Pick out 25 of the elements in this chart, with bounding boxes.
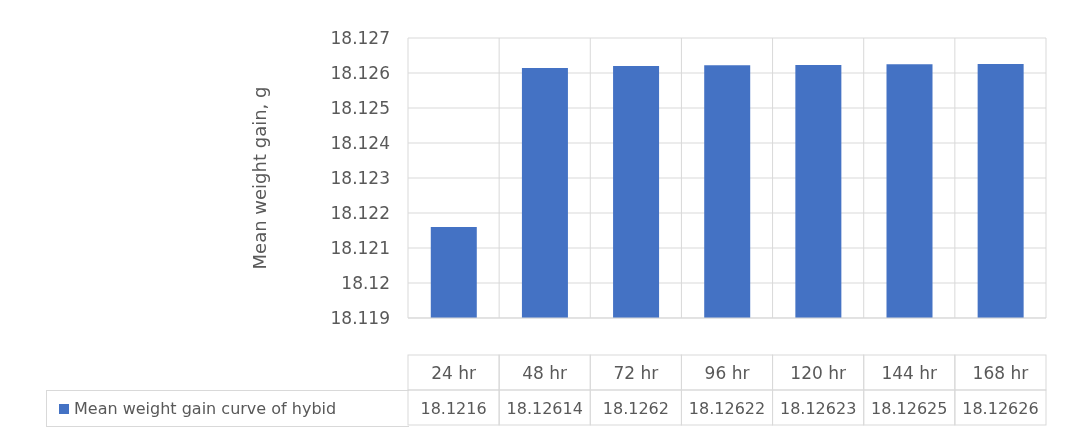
x-tick-label: 144 hr — [881, 363, 938, 383]
data-label: 18.1262 — [602, 399, 669, 418]
x-tick-label: 96 hr — [704, 363, 750, 383]
y-tick-label: 18.119 — [330, 308, 390, 329]
x-tick-label: 48 hr — [522, 363, 568, 383]
data-label: 18.1216 — [420, 399, 487, 418]
legend-label: Mean weight gain curve of hybid — [74, 399, 337, 418]
x-tick-label: 24 hr — [431, 363, 476, 383]
y-tick-label: 18.12 — [341, 273, 390, 294]
y-tick-label: 18.125 — [330, 98, 390, 119]
y-tick-label: 18.127 — [330, 28, 390, 49]
y-tick-label: 18.124 — [330, 133, 390, 154]
data-label: 18.12625 — [871, 399, 948, 418]
x-tick-label: 72 hr — [613, 363, 659, 383]
y-tick-label: 18.121 — [330, 238, 390, 259]
y-axis-title: Mean weight gain, g — [249, 86, 271, 270]
y-tick-label: 18.123 — [330, 168, 390, 189]
data-label: 18.12626 — [962, 399, 1039, 418]
x-tick-label: 168 hr — [972, 363, 1029, 383]
y-tick-label: 18.126 — [330, 63, 390, 84]
data-label: 18.12623 — [779, 399, 857, 418]
x-tick-label: 120 hr — [790, 363, 846, 383]
y-tick-label: 18.122 — [330, 203, 390, 224]
data-label: 18.12614 — [506, 399, 583, 418]
data-label: 18.12622 — [688, 399, 766, 418]
